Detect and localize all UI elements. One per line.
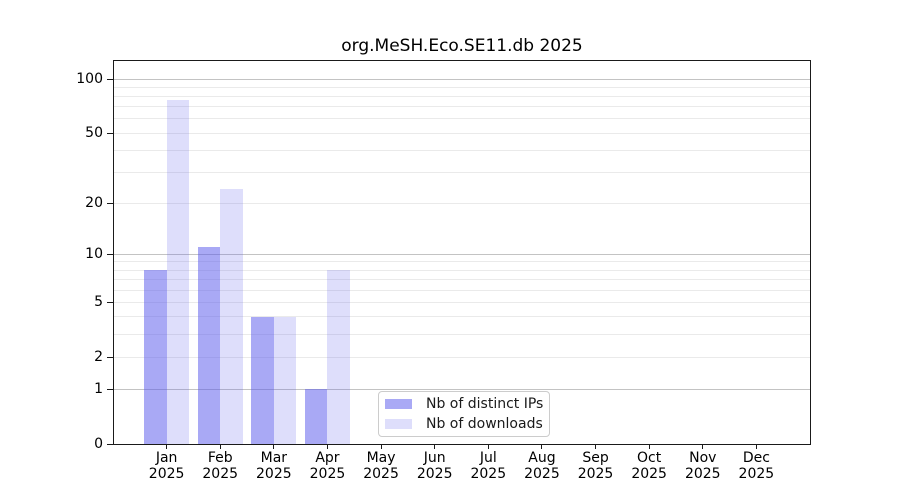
x-tick-mark [166,444,168,449]
y-tick-mark [107,202,113,204]
legend-row-distinct-ips: Nb of distinct IPs [385,396,544,412]
chart-title: org.MeSH.Eco.SE11.db 2025 [341,36,583,56]
y-tick-label: 0 [94,436,103,452]
x-tick-mark [326,444,328,449]
x-tick-mark [541,444,543,449]
y-tick-mark [107,301,113,303]
legend-label-distinct-ips: Nb of distinct IPs [426,396,544,412]
x-tick-label-nov: Nov 2025 [684,450,721,482]
x-tick-label-jun: Jun 2025 [416,450,453,482]
x-tick-label-mar: Mar 2025 [256,450,292,482]
x-tick-label-jan: Jan 2025 [148,450,185,482]
x-tick-label-feb: Feb 2025 [202,450,239,482]
y-tick-label: 2 [94,349,103,366]
y-tick-mark [107,443,113,445]
x-tick-label-dec: Dec 2025 [738,450,775,482]
x-tick-mark [702,444,704,449]
y-tick-label: 1 [94,381,103,398]
legend-label-downloads: Nb of downloads [426,416,543,432]
legend-row-downloads: Nb of downloads [385,416,543,432]
y-tick-mark [107,388,113,390]
x-tick-label-aug: Aug 2025 [524,450,560,482]
x-tick-mark [487,444,489,449]
y-tick-label: 50 [85,125,103,142]
x-tick-label-oct: Oct 2025 [631,450,667,482]
x-tick-mark [273,444,275,449]
distinct-ips-swatch-icon [385,399,412,409]
legend: Nb of distinct IPs Nb of downloads [378,391,550,437]
y-tick-mark [107,356,113,358]
plot-area [113,60,811,445]
y-tick-label: 10 [85,246,103,263]
y-tick-label: 5 [94,294,103,311]
x-tick-label-apr: Apr 2025 [309,450,346,482]
x-tick-mark [755,444,757,449]
x-tick-label-sep: Sep 2025 [577,450,614,482]
x-tick-mark [434,444,436,449]
y-tick-mark [107,253,113,255]
x-tick-mark [380,444,382,449]
x-tick-mark [219,444,221,449]
y-tick-mark [107,132,113,134]
x-tick-mark [648,444,650,449]
x-tick-mark [595,444,597,449]
y-tick-label: 100 [76,71,103,87]
x-tick-label-may: May 2025 [363,450,399,482]
y-tick-mark [107,78,113,80]
downloads-swatch-icon [385,419,412,429]
x-tick-label-jul: Jul 2025 [470,450,507,482]
y-tick-label: 20 [85,195,103,212]
